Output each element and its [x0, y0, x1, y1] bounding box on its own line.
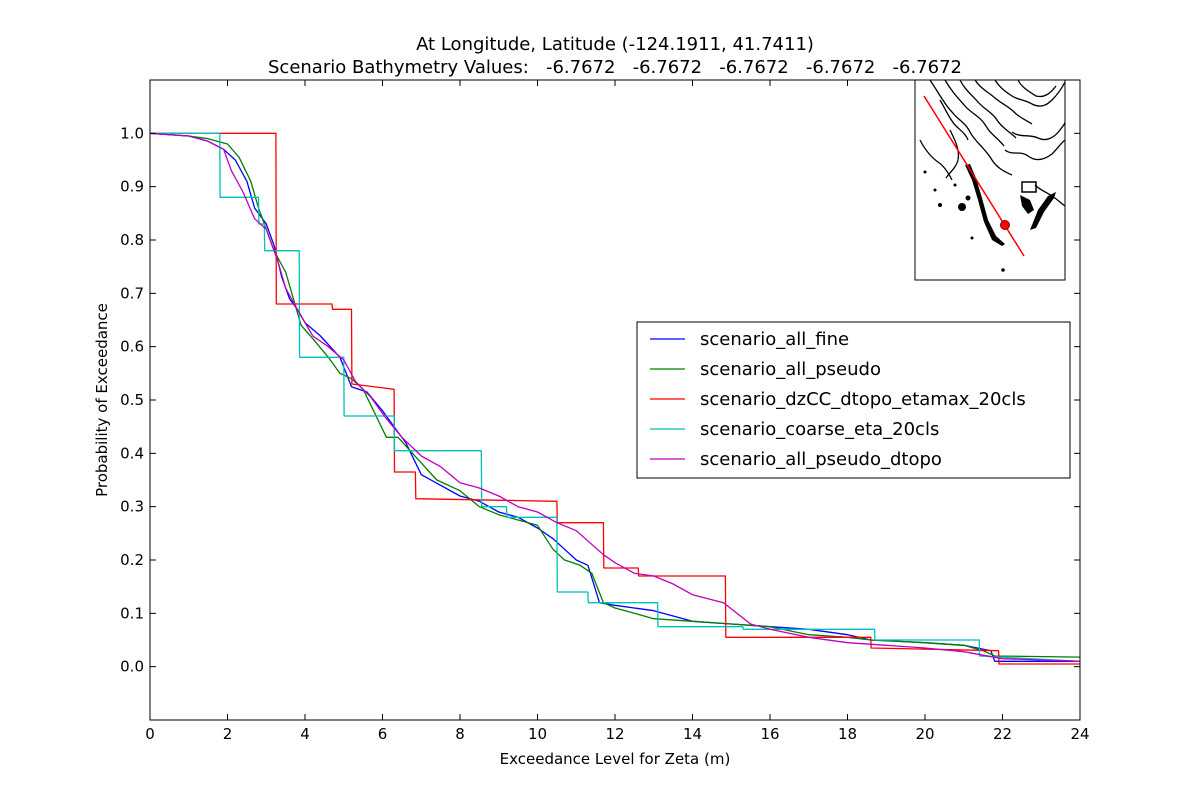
inset-location-map: [914, 79, 1066, 281]
y-tick-label: 1.0: [120, 124, 144, 142]
x-tick-label: 4: [300, 725, 310, 743]
series-layer: [150, 132, 1080, 665]
inset-map-land: [923, 164, 1056, 272]
inset-map-frame: [914, 79, 1066, 281]
legend-label: scenario_all_pseudo: [700, 359, 881, 380]
x-tick-label: 0: [145, 725, 155, 743]
y-axis-label: Probability of Exceedance: [93, 303, 111, 497]
x-tick-label: 8: [455, 725, 465, 743]
y-tick-label: 0.2: [120, 551, 144, 569]
y-tick-label: 0.0: [120, 658, 144, 676]
x-tick-label: 2: [223, 725, 233, 743]
y-tick-label: 0.4: [120, 444, 144, 462]
legend-label: scenario_all_fine: [700, 329, 849, 350]
x-axis-label: Exceedance Level for Zeta (m): [500, 750, 731, 768]
y-tick-label: 0.1: [120, 604, 144, 622]
legend-box: [636, 321, 1071, 479]
legend-label: scenario_coarse_eta_20cls: [700, 419, 939, 440]
series-line-scenario_coarse_eta_20cls: [150, 132, 1080, 662]
legend-items: scenario_all_fine scenario_all_pseudoscen…: [650, 329, 1026, 470]
x-tick-label: 14: [683, 725, 702, 743]
y-tick-label: 0.5: [120, 391, 144, 409]
chart-title: At Longitude, Latitude (-124.1911, 41.74…: [416, 34, 814, 55]
ticks-layer: 0 2 4 6 8 10 12 14 16 18 20 22 240.00.10.20.30.40.50…: [120, 80, 1090, 743]
x-tick-label: 24: [1070, 725, 1089, 743]
x-tick-label: 20: [915, 725, 934, 743]
inset-map-contours: [919, 79, 1066, 207]
y-tick-label: 0.7: [120, 284, 144, 302]
x-tick-label: 18: [838, 725, 857, 743]
x-tick-label: 10: [528, 725, 547, 743]
series-line-scenario_all_pseudo_dtopo: [150, 132, 1080, 662]
y-tick-label: 0.8: [120, 231, 144, 249]
series-line-scenario_all_fine: [150, 132, 1080, 662]
y-tick-label: 0.6: [120, 338, 144, 356]
y-tick-label: 0.9: [120, 178, 144, 196]
x-tick-label: 12: [605, 725, 624, 743]
y-tick-label: 0.3: [120, 498, 144, 516]
legend-label: scenario_all_pseudo_dtopo: [700, 449, 942, 470]
chart-subtitle: Scenario Bathymetry Values: -6.7672 -6.7…: [268, 57, 962, 78]
plot-area: 0 2 4 6 8 10 12 14 16 18 20 22 240.00.10.20.30.40.50…: [120, 79, 1090, 743]
legend: scenario_all_fine scenario_all_pseudoscen…: [636, 321, 1071, 479]
x-tick-label: 22: [993, 725, 1012, 743]
x-tick-label: 6: [378, 725, 388, 743]
x-tick-label: 16: [760, 725, 779, 743]
legend-label: scenario_dzCC_dtopo_etamax_20cls: [700, 389, 1026, 410]
series-line-scenario_dzCC_dtopo_etamax_20cls: [150, 132, 1080, 665]
inset-map-location-marker: [1000, 220, 1010, 230]
